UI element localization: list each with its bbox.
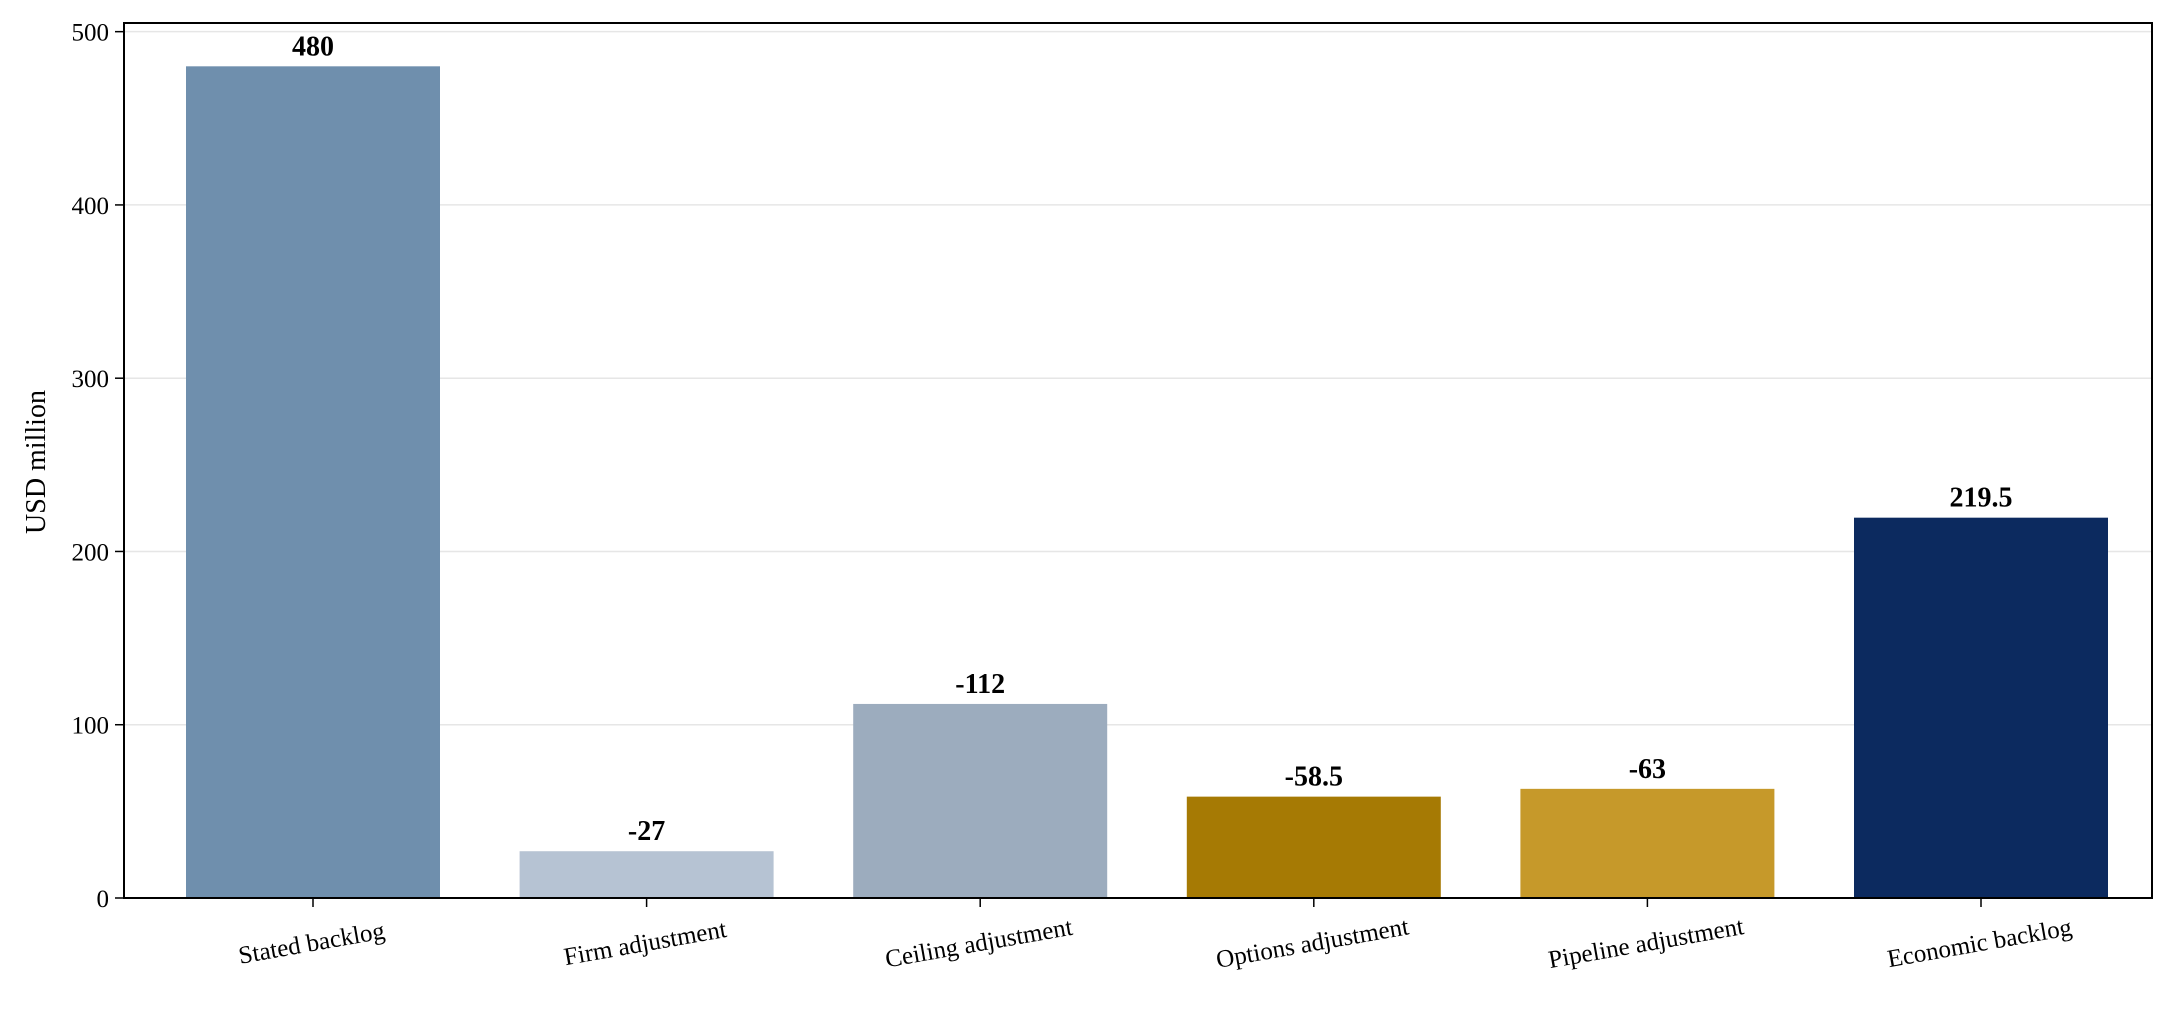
y-tick-label: 0 — [97, 886, 110, 913]
y-tick-label: 300 — [72, 366, 110, 393]
bar — [853, 703, 1108, 898]
bar — [1186, 796, 1441, 898]
bar — [1520, 788, 1775, 898]
bars — [186, 66, 2108, 898]
y-axis-ticks: 0 100 200 300 400 500 — [72, 20, 124, 913]
x-tick-label: Pipeline adjustment — [1546, 913, 1746, 974]
plot-frame — [123, 22, 2153, 899]
x-tick-label: Ceiling adjustment — [883, 914, 1074, 974]
x-tick-label: Options adjustment — [1214, 913, 1411, 973]
bar-value-label: 480 — [292, 31, 334, 62]
x-tick-label: Economic backlog — [1885, 914, 2074, 973]
y-tick-label: 400 — [72, 193, 110, 220]
bar-value-label: -63 — [1629, 754, 1666, 785]
bar — [519, 851, 774, 898]
y-tick-label: 500 — [72, 20, 110, 47]
bar-value-label: -58.5 — [1285, 762, 1343, 793]
y-tick-label: 100 — [72, 713, 110, 740]
bar-value-label: 219.5 — [1950, 483, 2013, 514]
y-tick-label: 200 — [72, 539, 110, 566]
x-tick-label: Stated backlog — [237, 917, 388, 969]
gridlines — [124, 30, 2152, 726]
bar — [1854, 517, 2108, 898]
x-axis-ticks: Stated backlog Firm adjustment Ceiling adj… — [237, 898, 2074, 974]
data-labels: 480 -27 -112 -58.5 -63 219.5 — [292, 31, 2013, 847]
bar-value-label: -112 — [955, 669, 1005, 700]
y-axis-label: USD million — [21, 390, 52, 534]
bar-value-label: -27 — [628, 816, 665, 847]
x-tick-label: Firm adjustment — [562, 916, 729, 971]
bar — [186, 66, 440, 898]
